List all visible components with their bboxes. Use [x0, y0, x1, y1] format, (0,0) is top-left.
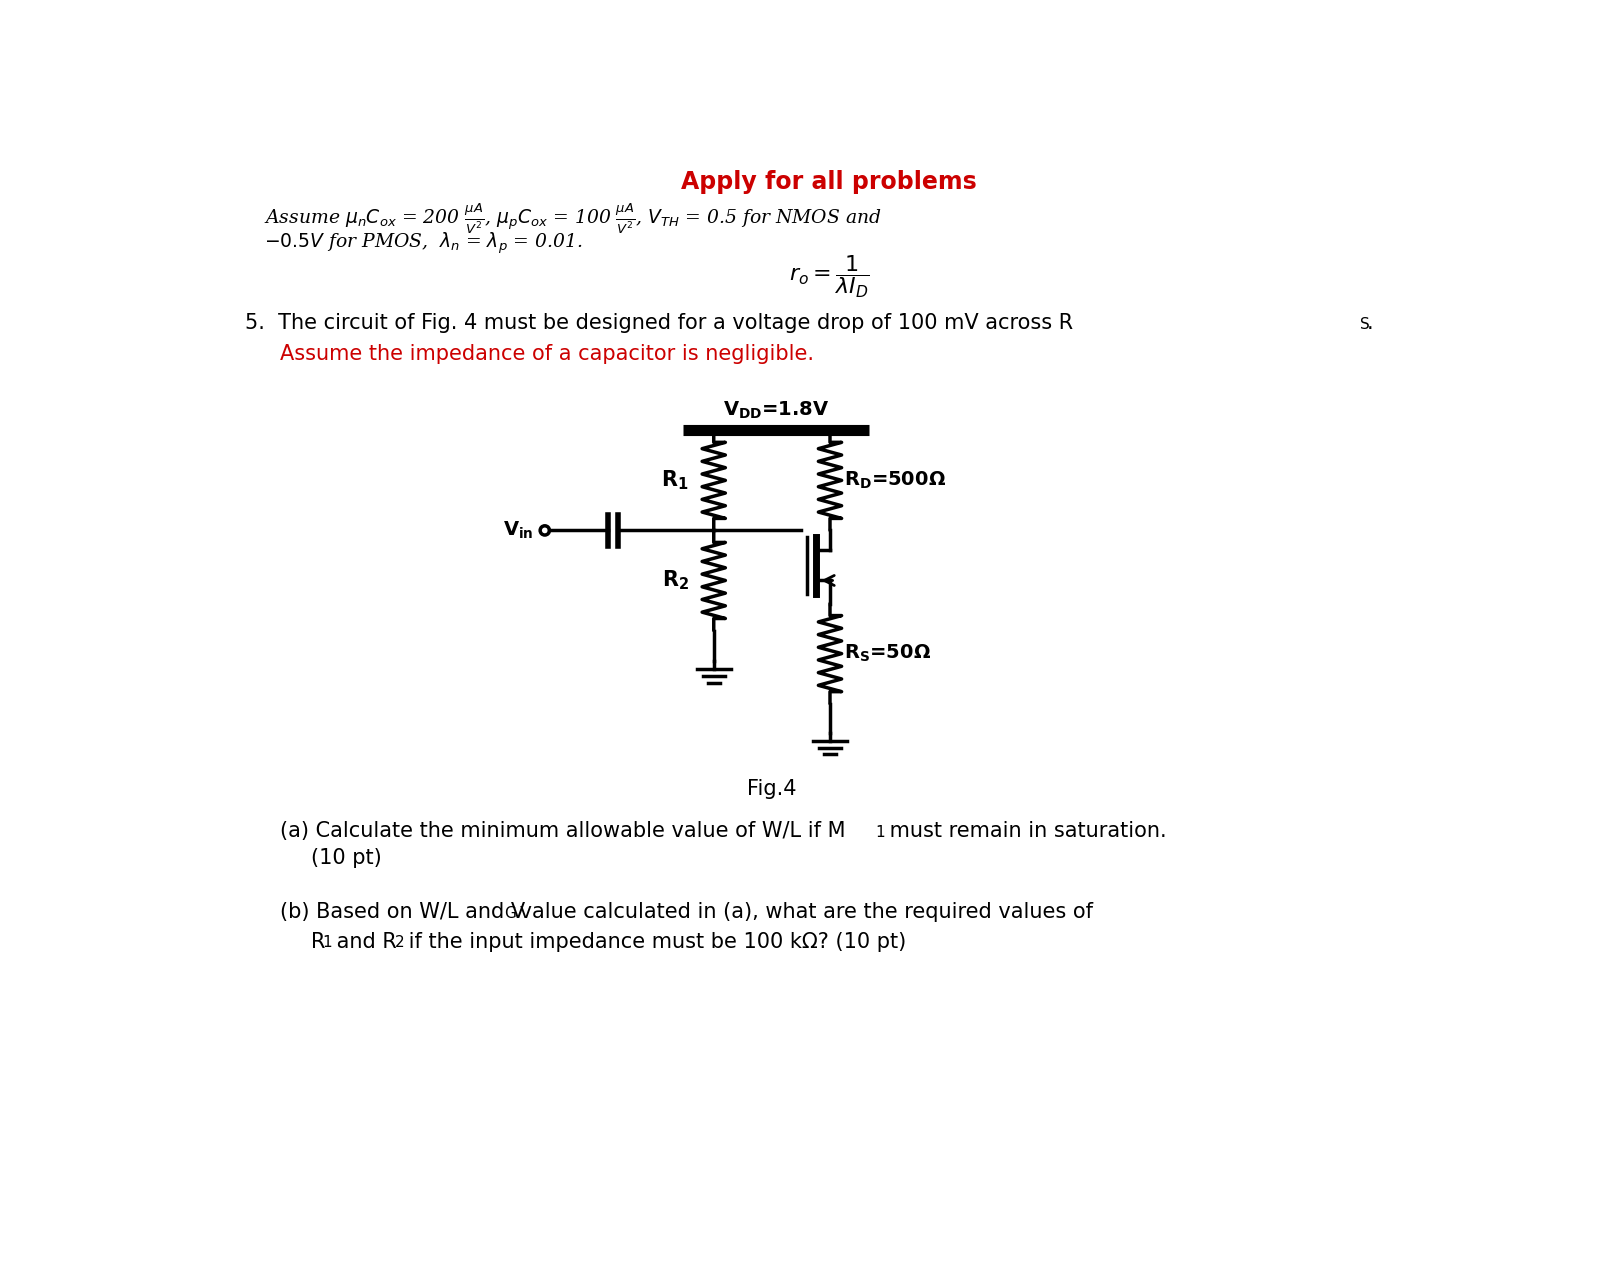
Text: $\mathbf{R_D}$=500Ω: $\mathbf{R_D}$=500Ω	[845, 470, 947, 491]
Text: $r_o = \dfrac{1}{\lambda I_D}$: $r_o = \dfrac{1}{\lambda I_D}$	[788, 253, 870, 300]
Text: G: G	[505, 906, 516, 921]
Text: must remain in saturation.: must remain in saturation.	[883, 822, 1167, 841]
Text: $\mathbf{R_S}$=50Ω: $\mathbf{R_S}$=50Ω	[845, 643, 930, 665]
Text: if the input impedance must be 100 kΩ? (10 pt): if the input impedance must be 100 kΩ? (…	[403, 931, 906, 952]
Text: (10 pt): (10 pt)	[311, 849, 382, 869]
Text: Apply for all problems: Apply for all problems	[681, 170, 977, 194]
Text: $\mathbf{V_{DD}}$=1.8V: $\mathbf{V_{DD}}$=1.8V	[723, 399, 828, 421]
Text: $\mathbf{V_{in}}$: $\mathbf{V_{in}}$	[503, 519, 534, 541]
Text: Fig.4: Fig.4	[748, 780, 796, 799]
Text: $\mathbf{R_2}$: $\mathbf{R_2}$	[662, 569, 689, 592]
Text: Assume $\mu_n C_{ox}$ = 200 $\frac{\mu A}{V^2}$, $\mu_p C_{ox}$ = 100 $\frac{\mu: Assume $\mu_n C_{ox}$ = 200 $\frac{\mu A…	[264, 200, 882, 236]
Text: $\mathbf{R_1}$: $\mathbf{R_1}$	[662, 468, 689, 493]
Text: .: .	[1367, 314, 1374, 333]
Text: 1: 1	[875, 826, 885, 841]
Text: 5.  The circuit of Fig. 4 must be designed for a voltage drop of 100 mV across R: 5. The circuit of Fig. 4 must be designe…	[244, 314, 1073, 333]
Text: $-0.5V$ for PMOS,  $\lambda_n$ = $\lambda_p$ = 0.01.: $-0.5V$ for PMOS, $\lambda_n$ = $\lambda…	[264, 230, 582, 255]
Text: R: R	[311, 931, 325, 952]
Text: and R: and R	[330, 931, 396, 952]
Text: value calculated in (a), what are the required values of: value calculated in (a), what are the re…	[513, 902, 1094, 923]
Text: Assume the impedance of a capacitor is negligible.: Assume the impedance of a capacitor is n…	[280, 345, 814, 364]
Text: 1: 1	[322, 935, 332, 951]
Text: S: S	[1361, 318, 1370, 332]
Text: (b) Based on W/L and V: (b) Based on W/L and V	[280, 902, 524, 923]
Text: (a) Calculate the minimum allowable value of W/L if M: (a) Calculate the minimum allowable valu…	[280, 822, 845, 841]
Text: 2: 2	[395, 935, 404, 951]
